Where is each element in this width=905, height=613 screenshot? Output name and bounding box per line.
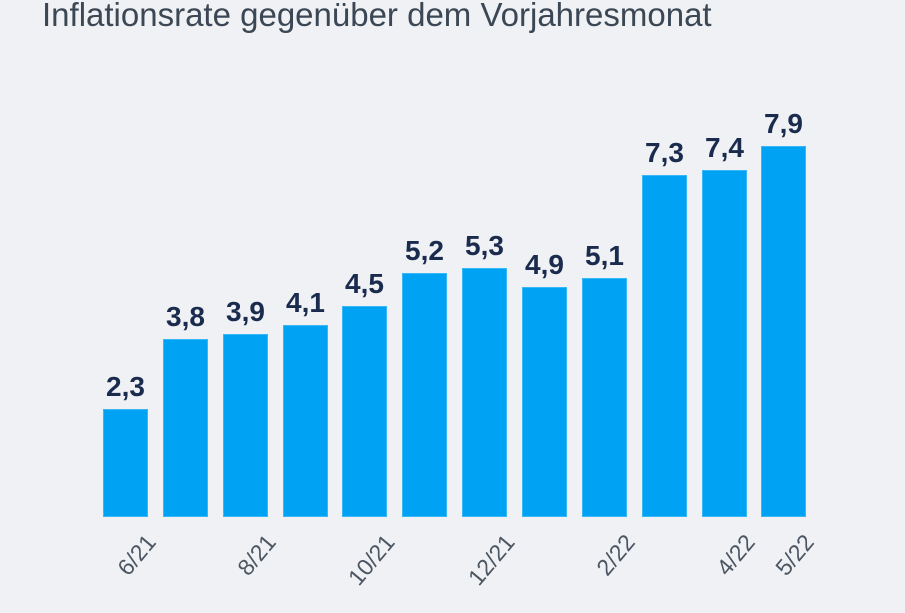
bar-value-label: 7,9 — [764, 108, 803, 139]
bar-value-label: 7,4 — [705, 132, 744, 163]
bar-7 — [462, 268, 507, 517]
bar-value-label: 4,9 — [525, 249, 564, 280]
bar-8 — [522, 287, 567, 517]
bar-value-label: 4,5 — [345, 268, 384, 299]
bar-value-label: 3,9 — [226, 296, 265, 327]
x-tick-label: 12/21 — [462, 529, 520, 591]
bar-value-label: 5,1 — [585, 240, 624, 271]
bar-11 — [702, 170, 747, 517]
bar-4 — [283, 325, 328, 517]
bar-12 — [761, 146, 806, 517]
x-tick-label: 4/22 — [710, 529, 760, 581]
x-tick-label: 5/22 — [769, 529, 819, 581]
bar-value-label: 2,3 — [106, 371, 145, 402]
bar-value-label: 7,3 — [645, 137, 684, 168]
x-tick-label: 2/22 — [590, 529, 640, 581]
bar-value-label: 5,3 — [465, 230, 504, 261]
chart-title: Inflationsrate gegenüber dem Vorjahresmo… — [42, 0, 712, 33]
bar-value-label: 5,2 — [405, 235, 444, 266]
bar-value-label: 3,8 — [166, 301, 205, 332]
bar-6 — [402, 273, 447, 517]
bar-9 — [582, 278, 627, 517]
bar-5 — [342, 306, 387, 517]
bar-1 — [103, 409, 148, 517]
bar-value-label: 4,1 — [286, 287, 325, 318]
bar-3 — [223, 334, 268, 517]
bar-10 — [642, 175, 687, 517]
x-tick-label: 6/21 — [111, 529, 161, 581]
x-tick-label: 8/21 — [231, 529, 281, 581]
x-tick-label: 10/21 — [342, 529, 400, 591]
bar-2 — [163, 339, 208, 517]
